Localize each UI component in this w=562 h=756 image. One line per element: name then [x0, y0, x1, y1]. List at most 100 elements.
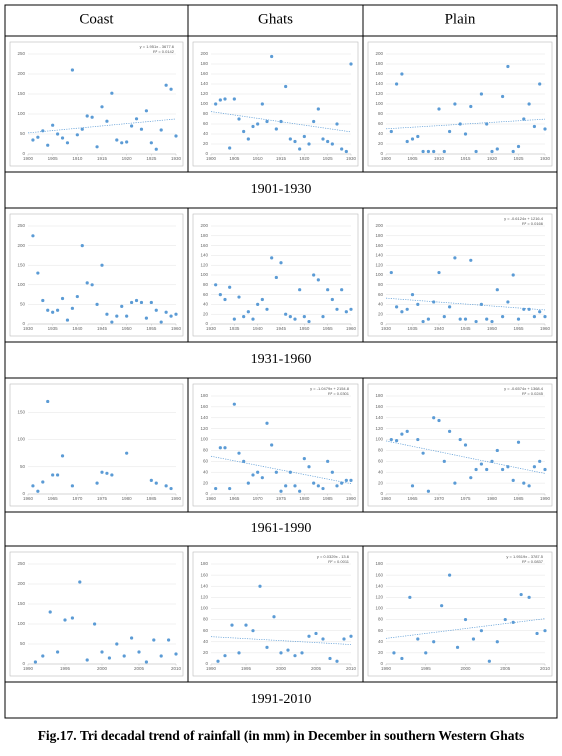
data-point — [405, 307, 409, 311]
data-point — [260, 297, 264, 302]
y-tick-label: 180 — [375, 61, 383, 66]
data-point — [392, 651, 396, 655]
y-tick-label: 80 — [203, 282, 209, 287]
data-point — [120, 304, 124, 308]
data-point — [100, 263, 104, 267]
y-tick-label: 0 — [205, 661, 208, 666]
data-point — [474, 319, 478, 324]
x-tick-label: 1905 — [229, 156, 240, 161]
data-point — [36, 135, 40, 139]
chart-frame — [367, 383, 553, 507]
x-tick-label: 1990 — [346, 496, 357, 501]
data-point — [100, 650, 104, 654]
y-tick-label: 0 — [205, 151, 208, 156]
y-tick-label: 140 — [200, 415, 208, 420]
data-point — [115, 314, 119, 318]
x-tick-label: 1935 — [229, 326, 240, 331]
data-point — [408, 595, 412, 599]
data-point — [228, 285, 232, 289]
data-point — [389, 270, 393, 275]
data-point — [169, 314, 173, 318]
data-point — [326, 288, 330, 292]
data-point — [110, 320, 114, 324]
y-tick-label: 180 — [200, 233, 208, 238]
data-point — [216, 659, 220, 663]
data-point — [214, 283, 218, 287]
y-tick-label: 60 — [378, 121, 384, 126]
y-tick-label: 180 — [375, 393, 383, 398]
data-point — [286, 648, 290, 652]
y-tick-label: 40 — [203, 131, 209, 136]
y-tick-label: 100 — [375, 272, 383, 277]
data-point — [149, 141, 153, 145]
data-point — [543, 629, 547, 633]
y-tick-label: 180 — [200, 561, 208, 566]
data-point — [169, 87, 173, 91]
y-tick-label: 150 — [17, 91, 25, 96]
x-tick-label: 2010 — [346, 666, 357, 671]
data-point — [60, 136, 65, 140]
y-tick-label: 100 — [17, 621, 25, 626]
y-tick-label: 50 — [20, 464, 26, 469]
x-tick-label: 1950 — [487, 326, 498, 331]
trend-equation: R² = 0.0166 — [522, 221, 544, 226]
chart-frame — [9, 383, 184, 507]
y-tick-label: 100 — [375, 101, 383, 106]
data-point — [115, 642, 119, 646]
x-tick-label: 1910 — [434, 156, 445, 161]
y-tick-label: 20 — [203, 480, 209, 485]
data-point — [307, 142, 311, 146]
data-point — [463, 443, 468, 447]
data-point — [326, 139, 330, 144]
data-point — [522, 117, 526, 121]
data-point — [495, 288, 499, 292]
data-point — [442, 315, 446, 319]
y-tick-label: 100 — [200, 437, 208, 442]
y-tick-label: 60 — [203, 459, 209, 464]
x-tick-label: 1970 — [72, 496, 83, 501]
y-tick-label: 80 — [203, 617, 209, 622]
data-point — [251, 629, 255, 633]
column-header: Plain — [445, 11, 476, 27]
data-point — [389, 437, 393, 442]
x-tick-label: 1945 — [460, 326, 471, 331]
trendline — [385, 440, 546, 474]
x-tick-label: 1980 — [299, 496, 310, 501]
data-point — [302, 457, 306, 461]
data-point — [149, 300, 153, 305]
y-tick-label: 120 — [375, 426, 383, 431]
x-tick-label: 1915 — [97, 156, 108, 161]
y-tick-label: 80 — [378, 282, 384, 287]
y-tick-label: 0 — [22, 661, 25, 666]
data-point — [154, 147, 158, 151]
data-point — [416, 134, 420, 139]
data-point — [448, 305, 452, 309]
data-point — [316, 278, 320, 282]
data-point — [256, 302, 260, 306]
data-point — [410, 484, 415, 488]
x-tick-label: 1955 — [323, 326, 334, 331]
data-point — [232, 402, 236, 406]
data-point — [242, 315, 246, 319]
y-tick-label: 0 — [22, 491, 25, 496]
data-point — [389, 129, 393, 134]
data-point — [122, 654, 126, 658]
y-tick-label: 40 — [378, 469, 384, 474]
chart-frame — [367, 551, 553, 677]
x-tick-label: 1925 — [146, 156, 157, 161]
y-tick-label: 140 — [200, 81, 208, 86]
data-point — [344, 478, 348, 482]
x-tick-label: 2005 — [311, 666, 322, 671]
data-point — [144, 660, 148, 664]
y-tick-label: 100 — [17, 111, 25, 116]
y-tick-label: 0 — [22, 321, 25, 326]
y-tick-label: 100 — [200, 101, 208, 106]
data-point — [218, 98, 222, 102]
data-point — [501, 467, 505, 472]
data-point — [532, 124, 537, 129]
y-tick-label: 150 — [17, 601, 25, 606]
data-point — [490, 149, 494, 154]
y-tick-label: 120 — [375, 262, 383, 267]
y-tick-label: 160 — [375, 71, 383, 76]
data-point — [218, 293, 222, 297]
